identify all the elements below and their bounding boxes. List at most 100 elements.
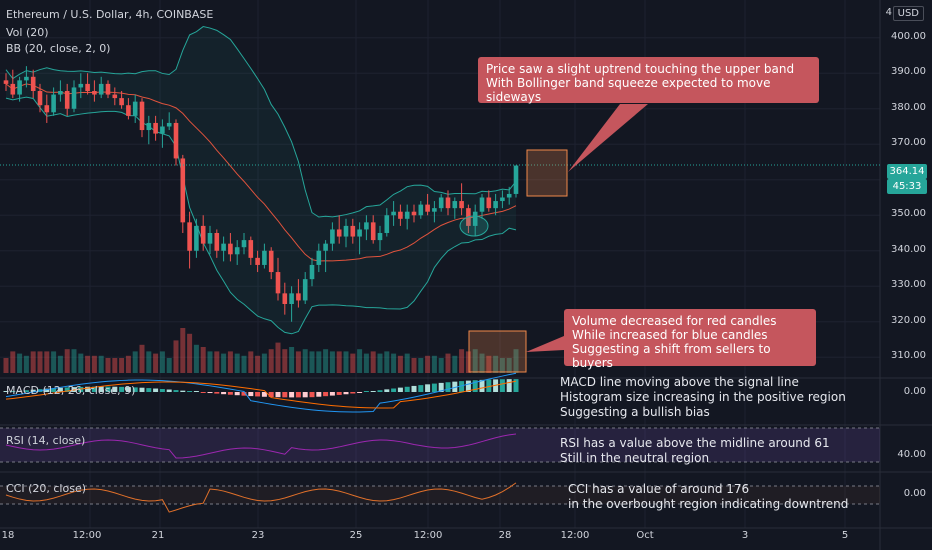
candle-body	[479, 197, 485, 212]
volume-highlight-box	[468, 330, 527, 373]
time-tick-label: 21	[151, 530, 165, 541]
bollinger-indicator-label[interactable]: BB (20, close, 2, 0)	[6, 42, 111, 55]
volume-bar	[23, 355, 29, 373]
time-tick-label: 3	[741, 530, 749, 541]
price-tick-label: 310.00	[891, 350, 926, 362]
candle-body	[85, 83, 90, 91]
rsi-indicator-label[interactable]: RSI (14, close)	[6, 434, 86, 447]
time-tick-label: 12:00	[413, 530, 443, 541]
candle-body	[384, 215, 390, 233]
candle-body	[132, 101, 138, 116]
candle-body	[330, 229, 335, 244]
candle-body	[3, 80, 9, 84]
volume-bar	[221, 353, 227, 373]
price-tick-label: 330.00	[891, 279, 926, 291]
volume-bar	[397, 355, 403, 373]
currency-selector[interactable]: USD	[892, 6, 924, 21]
candles	[0, 66, 880, 322]
macd-histogram-bar	[23, 390, 29, 392]
volume-bar	[275, 342, 281, 373]
callout-pointer	[526, 336, 564, 352]
volume-bar	[173, 340, 179, 373]
candle-body	[357, 229, 362, 237]
volume-bar	[214, 351, 220, 373]
candle-body	[282, 293, 288, 304]
volume-bar	[336, 351, 342, 373]
candle-body	[58, 91, 63, 95]
volume-bar	[105, 358, 111, 373]
candle-body	[262, 250, 267, 265]
macd-histogram-bar	[418, 385, 424, 392]
currency-icon[interactable]: 4	[885, 7, 892, 18]
volume-bar	[499, 358, 505, 373]
callout-pointer	[568, 104, 648, 172]
candle-body	[17, 80, 22, 95]
macd-histogram-bar	[404, 386, 410, 392]
candle-body	[173, 122, 179, 159]
time-tick-label: Oct	[636, 530, 654, 541]
volume-bar	[98, 355, 104, 373]
macd-histogram-bar	[309, 392, 315, 398]
macd-histogram-bar	[105, 386, 111, 392]
volume-bar	[261, 353, 267, 373]
volume-bar	[316, 351, 322, 373]
candle-body	[160, 126, 165, 134]
candle-body	[10, 83, 16, 95]
volume-bar	[17, 353, 23, 373]
volume-bar	[486, 355, 492, 373]
macd-histogram-bar	[316, 392, 322, 397]
candle-body	[139, 101, 145, 131]
cci-indicator-label[interactable]: CCI (20, close)	[6, 482, 87, 495]
candle-body	[459, 201, 464, 209]
volume-bar	[248, 351, 254, 373]
candle-body	[234, 247, 240, 255]
candle-body	[71, 87, 77, 109]
macd-histogram-bar	[486, 379, 492, 392]
volume-bar	[343, 351, 349, 373]
macd-histogram-bar	[207, 392, 213, 394]
volume-bar	[452, 355, 458, 373]
price-tick-label: 400.00	[891, 30, 926, 42]
cci-scale-label: 0.00	[903, 488, 926, 499]
macd-indicator-label[interactable]: MACD (12, 26, close, 9)	[6, 384, 136, 397]
volume-bar	[153, 353, 159, 373]
candle-body	[37, 91, 43, 106]
volume-bar	[227, 351, 233, 373]
macd-histogram-bar	[221, 392, 227, 395]
candle-body	[452, 201, 458, 209]
volume-bar	[438, 358, 444, 373]
candle-body	[472, 211, 478, 226]
volume-indicator-label[interactable]: Vol (20)	[6, 26, 49, 39]
time-tick-label: 12:00	[72, 530, 102, 541]
bollinger-callout: Price saw a slight uptrend touching the …	[478, 57, 819, 104]
macd-histogram-bar	[329, 392, 335, 396]
volume-bar	[479, 353, 485, 373]
candle-body	[241, 240, 247, 248]
candle-body	[418, 204, 424, 216]
macd-histogram-bar	[166, 389, 172, 392]
time-tick-label: 12:00	[560, 530, 590, 541]
candle-body	[432, 208, 437, 212]
macd-histogram-bar	[289, 392, 295, 398]
volume-bar	[10, 351, 16, 373]
volume-bar	[384, 351, 390, 373]
candle-body	[78, 83, 84, 88]
macd-histogram-bar	[3, 391, 9, 392]
time-tick-label: 18	[1, 530, 15, 541]
macd-histogram-bar	[227, 392, 233, 395]
time-tick-label: 25	[349, 530, 363, 541]
volume-bar	[187, 333, 193, 373]
volume-bar	[506, 358, 512, 373]
macd-histogram-bar	[377, 390, 383, 392]
macd-histogram-bar	[85, 386, 91, 392]
volume-bar	[350, 353, 356, 373]
candle-body	[255, 257, 260, 265]
candle-body	[411, 211, 417, 216]
macd-histogram-bar	[234, 392, 240, 396]
candle-body	[500, 197, 505, 202]
last-price-tag: 364.14	[887, 164, 927, 179]
macd-histogram-bar	[384, 389, 390, 392]
candle-body	[370, 222, 376, 241]
candle-body	[44, 105, 50, 113]
